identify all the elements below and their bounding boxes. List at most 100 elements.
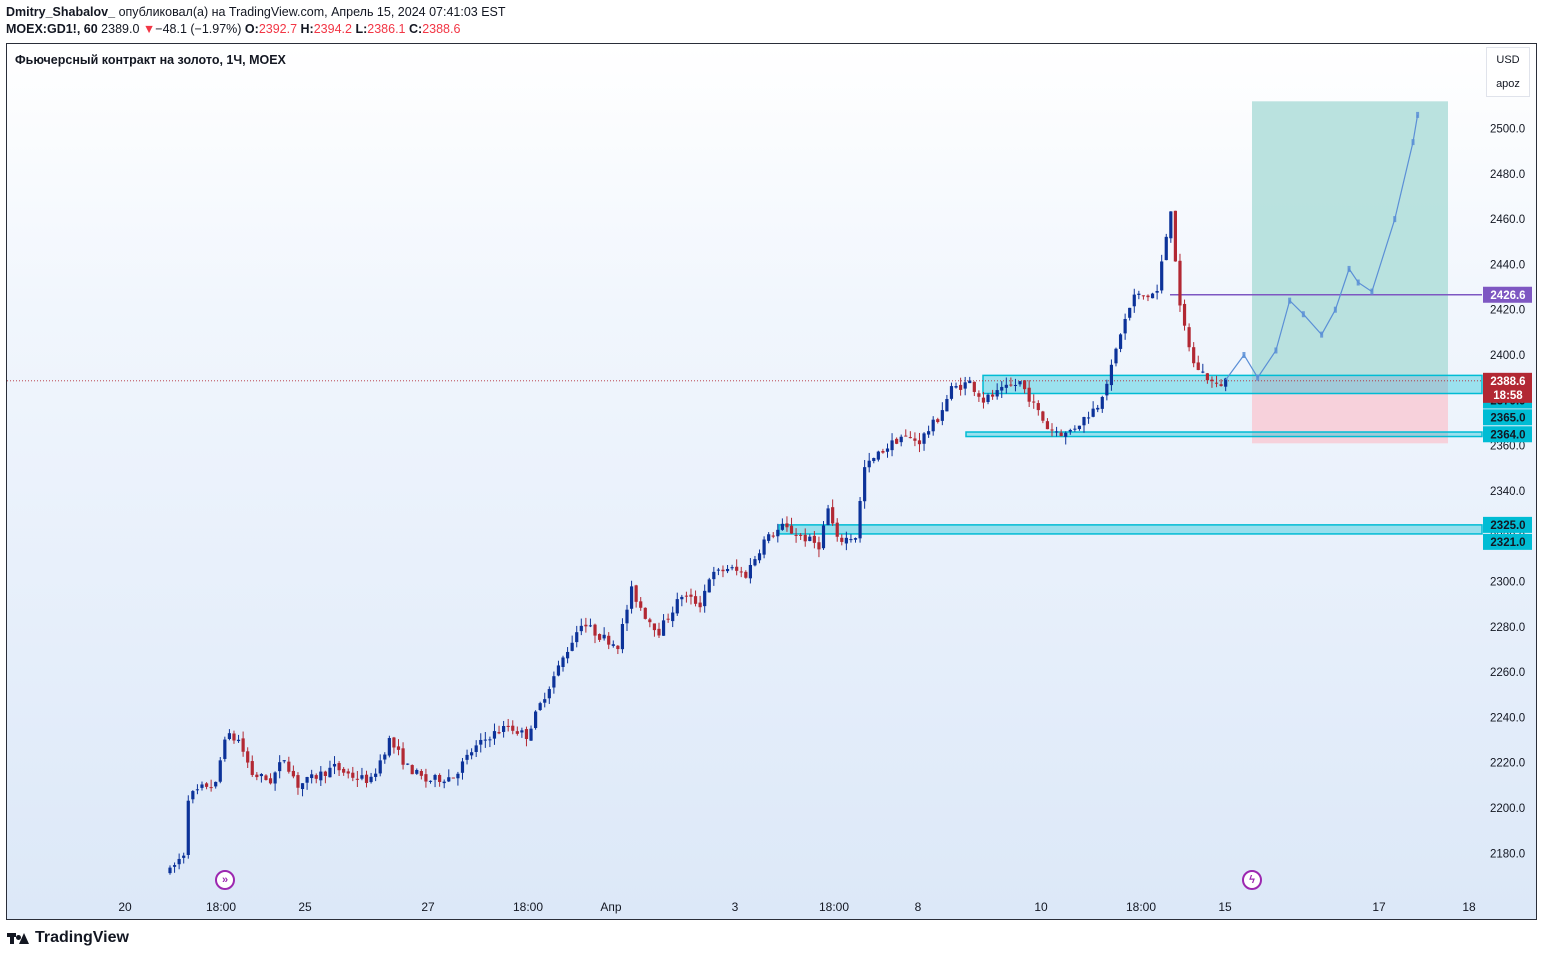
candle-body [415, 769, 419, 774]
candle-body [707, 579, 711, 593]
lightning-icon[interactable]: ϟ [1242, 870, 1262, 890]
projection-candle [1416, 111, 1420, 118]
low-value: 2386.1 [367, 22, 406, 36]
support-zone[interactable] [778, 524, 1483, 535]
candle-body [364, 774, 369, 783]
support-zone[interactable] [982, 374, 1483, 395]
candle-body [1109, 364, 1114, 386]
candle-body [1150, 293, 1155, 299]
candle-body [1169, 211, 1173, 239]
candle-body [739, 571, 743, 573]
candle-body [721, 569, 725, 572]
candle-body [927, 431, 931, 435]
candle-body [438, 774, 442, 782]
bar-countdown-label: 18:58 [1493, 390, 1523, 402]
level-price-label: 2426.6 [1490, 290, 1525, 302]
candle-body [1118, 334, 1123, 349]
candle-body [543, 699, 547, 703]
position-profit-zone[interactable] [1252, 101, 1448, 376]
candle-body [1086, 417, 1091, 419]
candle-body [556, 665, 561, 676]
candle-body [1077, 425, 1082, 430]
candle-body [652, 623, 657, 631]
candle-body [602, 634, 606, 639]
zone-label: 2364.0 [1490, 429, 1525, 441]
candle-body [945, 398, 949, 412]
candle-body [1187, 327, 1191, 348]
candle-body [291, 770, 295, 777]
zone-label: 2325.0 [1490, 520, 1525, 532]
candle-body [200, 784, 204, 788]
candle-body [1201, 371, 1205, 373]
candle-body [246, 751, 250, 763]
candle-body [593, 624, 597, 636]
candle-body [917, 440, 922, 445]
projection-candle [1320, 331, 1324, 338]
x-axis-tick-label: 27 [421, 900, 435, 914]
candle-body [204, 783, 209, 787]
projection-candle [1347, 265, 1351, 272]
candle-body [785, 523, 789, 528]
candle-body [529, 728, 533, 741]
candle-body [1132, 294, 1136, 307]
projection-candle [1256, 374, 1260, 381]
x-axis-tick-label: 3 [732, 900, 739, 914]
y-axis-tick-label: 2340.0 [1490, 486, 1525, 498]
candle-body [607, 635, 611, 645]
tradingview-logo-icon [7, 931, 29, 945]
zone-label: 2321.0 [1490, 537, 1525, 549]
candle-body [858, 501, 862, 539]
projection-candle [1288, 297, 1292, 304]
candle-body [789, 525, 794, 534]
candle-body [214, 781, 218, 787]
candle-body [1196, 362, 1200, 371]
candle-body [826, 508, 830, 526]
x-axis-tick-label: 18:00 [819, 900, 849, 914]
candle-body [538, 703, 542, 711]
candle-body [1091, 408, 1095, 417]
published-text: опубликовал(а) на TradingView.com, Апрел… [118, 5, 506, 19]
candle-body [1073, 428, 1077, 430]
candle-body [876, 451, 880, 460]
candle-body [904, 435, 908, 437]
currency-label[interactable]: USD [1496, 54, 1520, 66]
candle-body [940, 410, 944, 421]
candle-body [712, 571, 716, 580]
x-axis-tick-label: 17 [1372, 900, 1386, 914]
candle-body [844, 537, 848, 544]
candle-body [954, 386, 958, 388]
candle-body [949, 386, 954, 399]
candle-body [995, 390, 999, 397]
candle-body [447, 777, 451, 782]
candle-body [634, 585, 638, 602]
candle-body [547, 689, 551, 699]
author-name[interactable]: Dmitry_Shabalov_ [6, 5, 116, 19]
candle-body [287, 761, 291, 772]
candle-body [442, 781, 446, 784]
candle-body [1114, 348, 1118, 364]
y-axis-tick-label: 2240.0 [1490, 712, 1525, 724]
candle-body [483, 739, 487, 741]
y-axis-tick-label: 2400.0 [1490, 350, 1525, 362]
candle-body [209, 787, 213, 789]
currency-box[interactable]: USD apoz [1486, 47, 1530, 97]
y-axis-tick-label: 2300.0 [1490, 577, 1525, 589]
candle-body [236, 739, 241, 742]
candle-body [725, 568, 730, 572]
projection-path[interactable] [1225, 114, 1419, 381]
projection-candle [1356, 279, 1360, 286]
candle-body [502, 726, 506, 732]
x-axis-tick-label: 18 [1462, 900, 1476, 914]
fast-forward-icon[interactable]: » [215, 870, 235, 890]
candle-body [931, 419, 935, 432]
candle-body [575, 632, 579, 643]
candle-body [735, 566, 739, 571]
candle-body [241, 738, 245, 752]
candle-body [479, 739, 483, 745]
candle-body [867, 460, 871, 468]
candle-body [730, 567, 734, 569]
support-zone[interactable] [965, 431, 1483, 438]
scale-mode-label[interactable]: apoz [1496, 78, 1520, 90]
current-price-label-bg [1483, 372, 1532, 403]
